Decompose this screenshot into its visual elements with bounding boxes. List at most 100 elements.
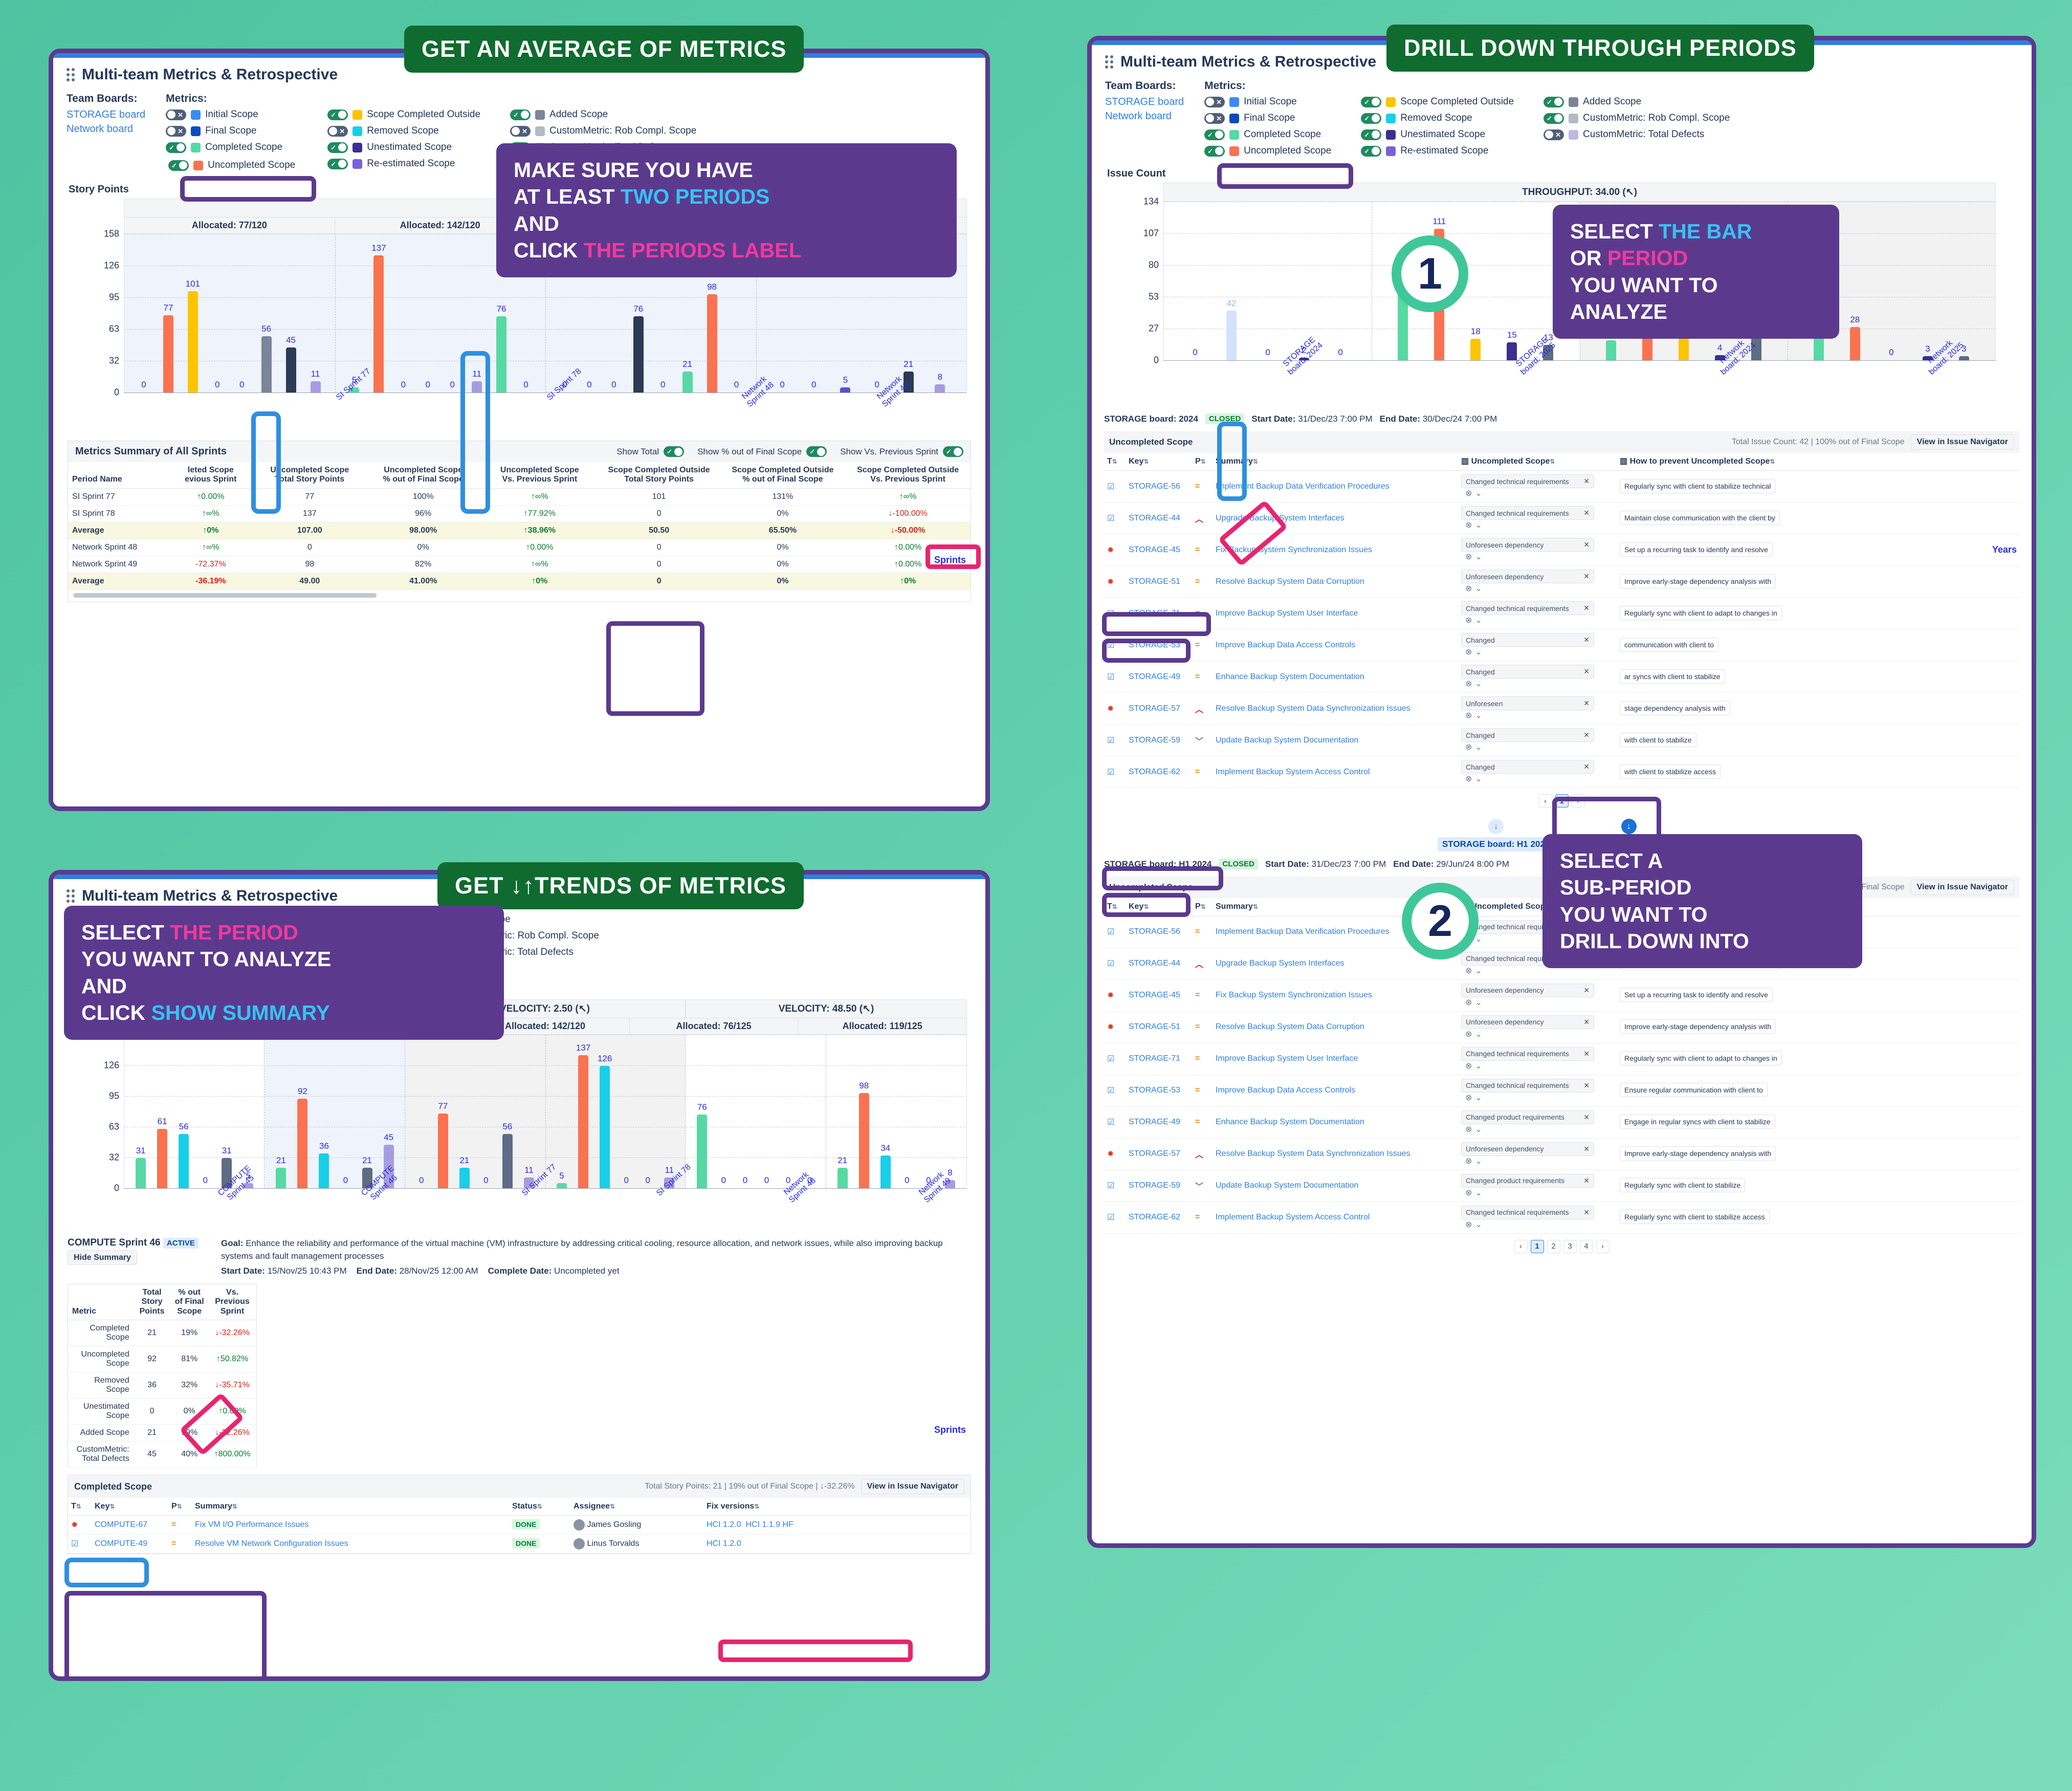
remove-icon[interactable]: ✕ <box>1583 1049 1590 1058</box>
cell-prevent[interactable]: Improve early-stage dependency analysis … <box>1617 1138 2019 1170</box>
chevron-down-icon[interactable]: ⌄ <box>1475 743 1482 752</box>
cell-uncompleted-reason[interactable]: Unforeseen dependency ✕ ⊗ ⌄ <box>1458 1011 1617 1043</box>
clear-icon[interactable]: ⊗ <box>1465 521 1472 530</box>
cell-summary[interactable]: Improve Backup System User Interface <box>1213 1043 1458 1075</box>
cell-summary[interactable]: Resolve Backup System Data Synchronizati… <box>1213 1138 1458 1170</box>
drag-handle-icon[interactable] <box>67 889 75 903</box>
cell-prevent[interactable]: Improve early-stage dependency analysis … <box>1617 1011 2019 1043</box>
cell-uncompleted-reason[interactable]: Changed ✕ ⊗ ⌄ <box>1458 661 1617 693</box>
cell-uncompleted-reason[interactable]: Changed technical requirements ✕ ⊗⌄ <box>1458 502 1617 535</box>
cell-key[interactable]: STORAGE-49 <box>1126 1106 1192 1139</box>
cell-uncompleted-reason[interactable]: Changed technical requirements ✕ ⊗⌄ <box>1458 1043 1617 1075</box>
col-uncompleted-total[interactable]: Uncompleted Scope Total Story Points <box>254 462 365 489</box>
cell-uncompleted-reason[interactable]: Changed ✕ ⊗ ⌄ <box>1458 724 1617 757</box>
cell-uncompleted-reason[interactable]: Changed ✕ ⊗ ⌄ <box>1458 629 1617 662</box>
cell-summary[interactable]: Update Backup System Documentation <box>1213 1170 1458 1202</box>
toggle-show-pct-final[interactable]: Show % out of Final Scope ✓ <box>697 446 827 457</box>
toggle-switch[interactable]: ✓ <box>943 446 963 457</box>
metric-toggle-custom-rob[interactable]: ✕ CustomMetric: Rob Compl. Scope <box>510 125 696 137</box>
chevron-down-icon[interactable]: ⌄ <box>1475 584 1482 594</box>
cell-summary[interactable]: Improve Backup System User Interface <box>1213 597 1458 630</box>
toggle-switch[interactable]: ✓ <box>1544 96 1564 107</box>
metric-toggle-scope-completed-outside[interactable]: ✓ Scope Completed Outside <box>1361 96 1514 107</box>
cell-key[interactable]: STORAGE-59 <box>1126 724 1192 757</box>
toggle-switch[interactable]: ✕ <box>1204 96 1225 107</box>
remove-icon[interactable]: ✕ <box>1583 731 1590 739</box>
col-priority[interactable]: P⇅ <box>168 1498 192 1516</box>
toggle-switch[interactable]: ✕ <box>510 125 531 137</box>
metric-toggle-uncompleted-scope[interactable]: ✓ Uncompleted Scope <box>1204 145 1331 157</box>
cell-summary[interactable]: Improve Backup Data Access Controls <box>1213 629 1458 662</box>
cell-uncompleted-reason[interactable]: Changed technical requirements ✕ ⊗⌄ <box>1458 597 1617 630</box>
clear-icon[interactable]: ⊗ <box>1465 553 1472 562</box>
cell-prevent[interactable]: Improve early-stage dependency analysis … <box>1617 565 2019 598</box>
cell-summary[interactable]: Implement Backup System Access Control <box>1213 756 1458 789</box>
chevron-down-icon[interactable]: ⌄ <box>1475 648 1482 657</box>
clear-icon[interactable]: ⊗ <box>1465 1156 1472 1166</box>
cell-summary[interactable]: Resolve VM Network Configuration Issues <box>192 1534 509 1554</box>
remove-icon[interactable]: ✕ <box>1583 1017 1590 1026</box>
chevron-down-icon[interactable]: ⌄ <box>1475 616 1482 625</box>
chevron-down-icon[interactable]: ⌄ <box>1475 1156 1482 1166</box>
page-3[interactable]: 3 <box>1563 1239 1577 1253</box>
col-summary[interactable]: Summary⇅ <box>192 1498 509 1516</box>
remove-icon[interactable]: ✕ <box>1583 986 1590 994</box>
chevron-down-icon[interactable]: ⌄ <box>1475 1220 1482 1229</box>
chevron-down-icon[interactable]: ⌄ <box>1475 1188 1482 1197</box>
cell-key[interactable]: STORAGE-57 <box>1126 1138 1192 1170</box>
metric-toggle-added-scope[interactable]: ✓ Added Scope <box>1544 96 1730 107</box>
cell-uncompleted-reason[interactable]: Unforeseen dependency ✕ ⊗ ⌄ <box>1458 565 1617 598</box>
clear-icon[interactable]: ⊗ <box>1465 680 1472 689</box>
cell-summary[interactable]: Improve Backup Data Access Controls <box>1213 1075 1458 1107</box>
drag-handle-icon[interactable] <box>67 68 75 81</box>
clear-icon[interactable]: ⊗ <box>1465 743 1472 752</box>
drill-button-h1-2024[interactable]: ↓ STORAGE board: H1 2024 <box>1437 819 1555 852</box>
cell-summary[interactable]: Upgrade Backup System Interfaces <box>1213 948 1458 980</box>
chevron-down-icon[interactable]: ⌄ <box>1475 489 1482 498</box>
toggle-switch[interactable]: ✓ <box>664 446 685 457</box>
view-in-issue-navigator-button[interactable]: View in Issue Navigator <box>1910 880 2014 895</box>
metric-toggle-reestimated-scope[interactable]: ✓ Re-estimated Scope <box>1361 145 1514 157</box>
remove-icon[interactable]: ✕ <box>1583 699 1590 708</box>
cell-key[interactable]: STORAGE-45 <box>1126 979 1192 1012</box>
cell-key[interactable]: STORAGE-45 <box>1126 534 1192 566</box>
remove-icon[interactable]: ✕ <box>1583 636 1590 644</box>
metric-toggle-final-scope[interactable]: ✕ Final Scope <box>1204 113 1331 124</box>
view-in-issue-navigator-button[interactable]: View in Issue Navigator <box>861 1479 964 1495</box>
chevron-down-icon[interactable]: ⌄ <box>1475 966 1482 975</box>
toggle-switch[interactable]: ✓ <box>806 446 827 457</box>
toggle-switch[interactable]: ✓ <box>1361 129 1382 140</box>
cell-prevent[interactable]: Regularly sync with client to stabilize <box>1617 1170 2019 1202</box>
remove-icon[interactable]: ✕ <box>1583 572 1590 581</box>
col-uncompleted-scope[interactable]: ▥ Uncompleted Scope⇅ <box>1458 453 1617 471</box>
metric-toggle-uncompleted-scope[interactable]: ✓ Uncompleted Scope <box>166 158 298 172</box>
metric-toggle-removed-scope[interactable]: ✓ Removed Scope <box>1361 113 1514 124</box>
cell-prevent[interactable]: communication with client to <box>1617 629 2019 662</box>
chevron-down-icon[interactable]: ⌄ <box>1475 1125 1482 1134</box>
cell-summary[interactable]: Fix Backup System Synchronization Issues <box>1213 534 1458 566</box>
cell-key[interactable]: STORAGE-56 <box>1126 470 1192 503</box>
cell-uncompleted-reason[interactable]: Unforeseen dependency ✕ ⊗ ⌄ <box>1458 534 1617 566</box>
cell-key[interactable]: STORAGE-56 <box>1126 916 1192 948</box>
cell-prevent[interactable]: with client to stabilize access <box>1617 756 2019 789</box>
metric-toggle-initial-scope[interactable]: ✕ Initial Scope <box>1204 96 1331 107</box>
cell-summary[interactable]: Fix Backup System Synchronization Issues <box>1213 979 1458 1012</box>
remove-icon[interactable]: ✕ <box>1583 604 1590 613</box>
col-key[interactable]: Key⇅ <box>1126 453 1192 471</box>
completed-scope-tab[interactable]: Completed Scope <box>74 1481 152 1492</box>
col-type[interactable]: T⇅ <box>1104 453 1126 471</box>
chevron-down-icon[interactable]: ⌄ <box>1475 1030 1482 1039</box>
period-2-pagination[interactable]: ‹ 1 2 3 4 › <box>1104 1234 2019 1259</box>
toggle-switch[interactable]: ✓ <box>1361 145 1382 157</box>
col-priority[interactable]: P⇅ <box>1192 898 1213 916</box>
cell-key[interactable]: STORAGE-59 <box>1126 1170 1192 1202</box>
metric-toggle-unestimated-scope[interactable]: ✓ Unestimated Scope <box>1361 129 1514 140</box>
page-prev[interactable]: ‹ <box>1514 1239 1528 1253</box>
clear-icon[interactable]: ⊗ <box>1465 966 1472 975</box>
remove-icon[interactable]: ✕ <box>1583 1208 1590 1216</box>
cell-key[interactable]: STORAGE-51 <box>1126 565 1192 598</box>
col-priority[interactable]: P⇅ <box>1192 453 1213 471</box>
toggle-switch[interactable]: ✓ <box>166 142 187 153</box>
remove-icon[interactable]: ✕ <box>1583 667 1590 676</box>
metric-toggle-reestimated-scope[interactable]: ✓ Re-estimated Scope <box>327 158 480 169</box>
